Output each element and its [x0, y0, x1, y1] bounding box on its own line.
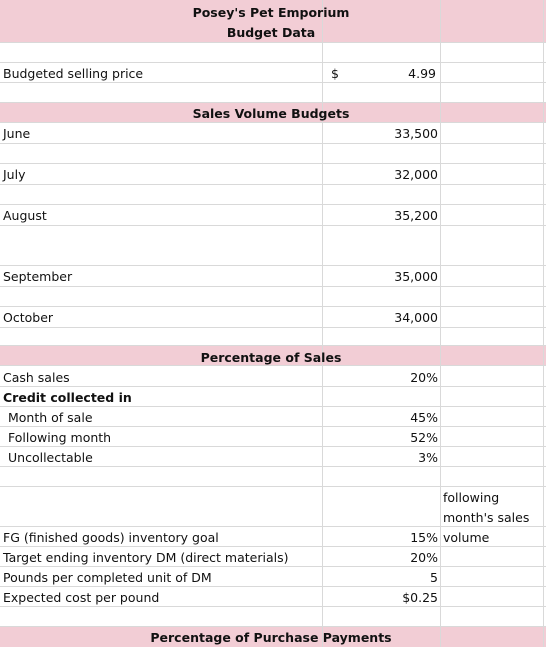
cost-per-pound-value: $0.25 [402, 590, 438, 605]
selling-price-value: 4.99 [408, 66, 436, 81]
grid-row [0, 122, 546, 123]
grid-col-3 [543, 0, 544, 647]
credit-value: 3% [418, 450, 438, 465]
grid-row [0, 62, 546, 63]
month-label: October [3, 310, 54, 325]
month-value: 35,000 [394, 269, 438, 284]
selling-price-label: Budgeted selling price [3, 66, 144, 81]
percentage-of-sales-title: Percentage of Sales [200, 350, 342, 365]
grid-row [0, 102, 546, 103]
grid-row [0, 327, 546, 328]
grid-row [0, 42, 546, 43]
month-value: 33,500 [394, 126, 438, 141]
grid-row [0, 406, 546, 407]
grid-row [0, 225, 546, 226]
grid-row [0, 365, 546, 366]
grid-row [0, 265, 546, 266]
grid-row [0, 386, 546, 387]
grid-row [0, 345, 546, 346]
credit-label: Uncollectable [8, 450, 93, 465]
inventory-note: volume [443, 530, 490, 545]
cash-sales-label: Cash sales [3, 370, 70, 385]
credit-heading: Credit collected in [3, 390, 132, 405]
header-band [0, 0, 546, 42]
credit-label: Month of sale [8, 410, 93, 425]
selling-price-currency: $ [331, 66, 339, 81]
cash-sales-value: 20% [410, 370, 438, 385]
fg-goal-label: FG (finished goods) inventory goal [3, 530, 219, 545]
inventory-note: month's sales [443, 510, 530, 525]
inventory-note: following [443, 490, 500, 505]
grid-row [0, 546, 546, 547]
grid-row [0, 626, 546, 627]
grid-row [0, 184, 546, 185]
company-name: Posey's Pet Emporium [192, 5, 350, 20]
grid-row [0, 143, 546, 144]
grid-row [0, 82, 546, 83]
month-value: 35,200 [394, 208, 438, 223]
credit-label: Following month [8, 430, 112, 445]
grid-row [0, 526, 546, 527]
pounds-dm-label: Pounds per completed unit of DM [3, 570, 212, 585]
month-label: July [3, 167, 26, 182]
credit-value: 45% [410, 410, 438, 425]
grid-row [0, 286, 546, 287]
grid-row [0, 163, 546, 164]
purchase-payments-title: Percentage of Purchase Payments [150, 630, 392, 645]
fg-goal-value: 15% [410, 530, 438, 545]
grid-col-2 [440, 0, 441, 647]
sales-volume-band [0, 102, 546, 122]
percentage-of-sales-band [0, 345, 546, 365]
target-dm-value: 20% [410, 550, 438, 565]
sheet-subtitle: Budget Data [226, 25, 316, 40]
month-label: September [3, 269, 73, 284]
grid-row [0, 426, 546, 427]
pounds-dm-value: 5 [430, 570, 438, 585]
month-value: 32,000 [394, 167, 438, 182]
month-label: June [3, 126, 31, 141]
grid-row [0, 306, 546, 307]
month-value: 34,000 [394, 310, 438, 325]
grid-row [0, 486, 546, 487]
grid-row [0, 566, 546, 567]
cost-per-pound-label: Expected cost per pound [3, 590, 160, 605]
credit-value: 52% [410, 430, 438, 445]
grid-row [0, 606, 546, 607]
purchase-payments-band [0, 626, 546, 647]
grid-row [0, 586, 546, 587]
grid-row [0, 446, 546, 447]
grid-row [0, 466, 546, 467]
grid-col-1 [322, 0, 323, 647]
target-dm-label: Target ending inventory DM (direct mater… [3, 550, 289, 565]
sales-volume-title: Sales Volume Budgets [192, 106, 350, 121]
grid-row [0, 204, 546, 205]
month-label: August [3, 208, 47, 223]
